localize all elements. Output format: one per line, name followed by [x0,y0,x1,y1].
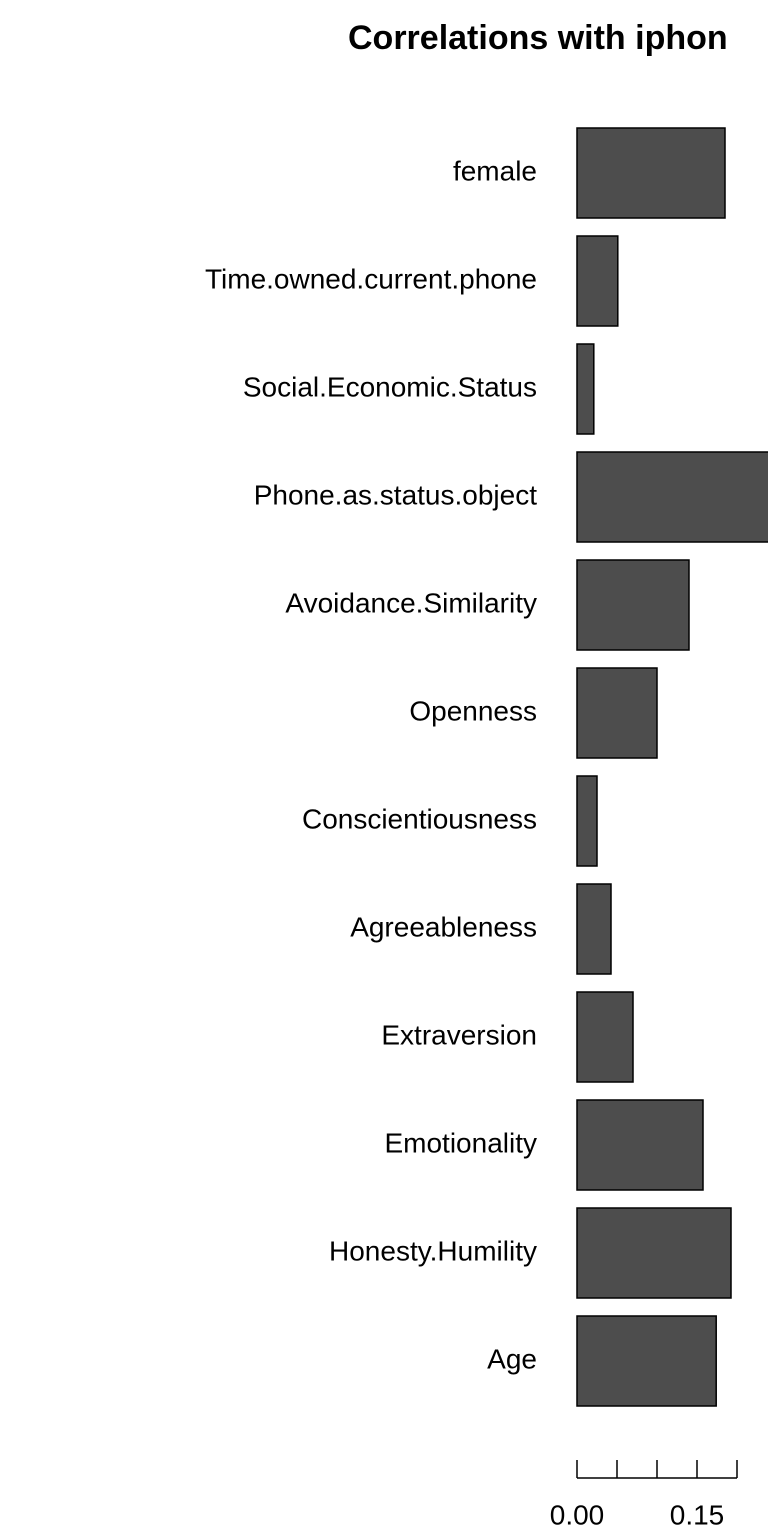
bar [576,451,768,543]
y-tick-label: Honesty.Humility [329,1235,537,1266]
bar [576,1099,704,1191]
y-tick-label: Conscientiousness [302,803,537,834]
bar [576,343,595,435]
bar [576,235,619,327]
y-tick-label: Age [487,1343,537,1374]
y-tick-label: Social.Economic.Status [243,371,537,402]
bar [576,883,612,975]
bar [576,991,634,1083]
bar [576,775,598,867]
x-tick-label: 0.00 [550,1499,605,1530]
y-tick-label: Agreeableness [350,911,537,942]
y-tick-label: Emotionality [384,1127,537,1158]
x-tick-label: 0.15 [670,1499,725,1530]
bar [576,667,658,759]
y-tick-label: Phone.as.status.object [254,479,538,510]
chart-title: Correlations with iphon [348,19,728,57]
bar [576,1315,717,1407]
bar [576,559,690,651]
y-tick-label: female [453,155,537,186]
y-tick-label: Openness [409,695,537,726]
bar [576,127,726,219]
y-tick-label: Avoidance.Similarity [285,587,537,618]
bar [576,1207,732,1299]
y-tick-label: Time.owned.current.phone [205,263,537,294]
y-tick-label: Extraversion [381,1019,537,1050]
